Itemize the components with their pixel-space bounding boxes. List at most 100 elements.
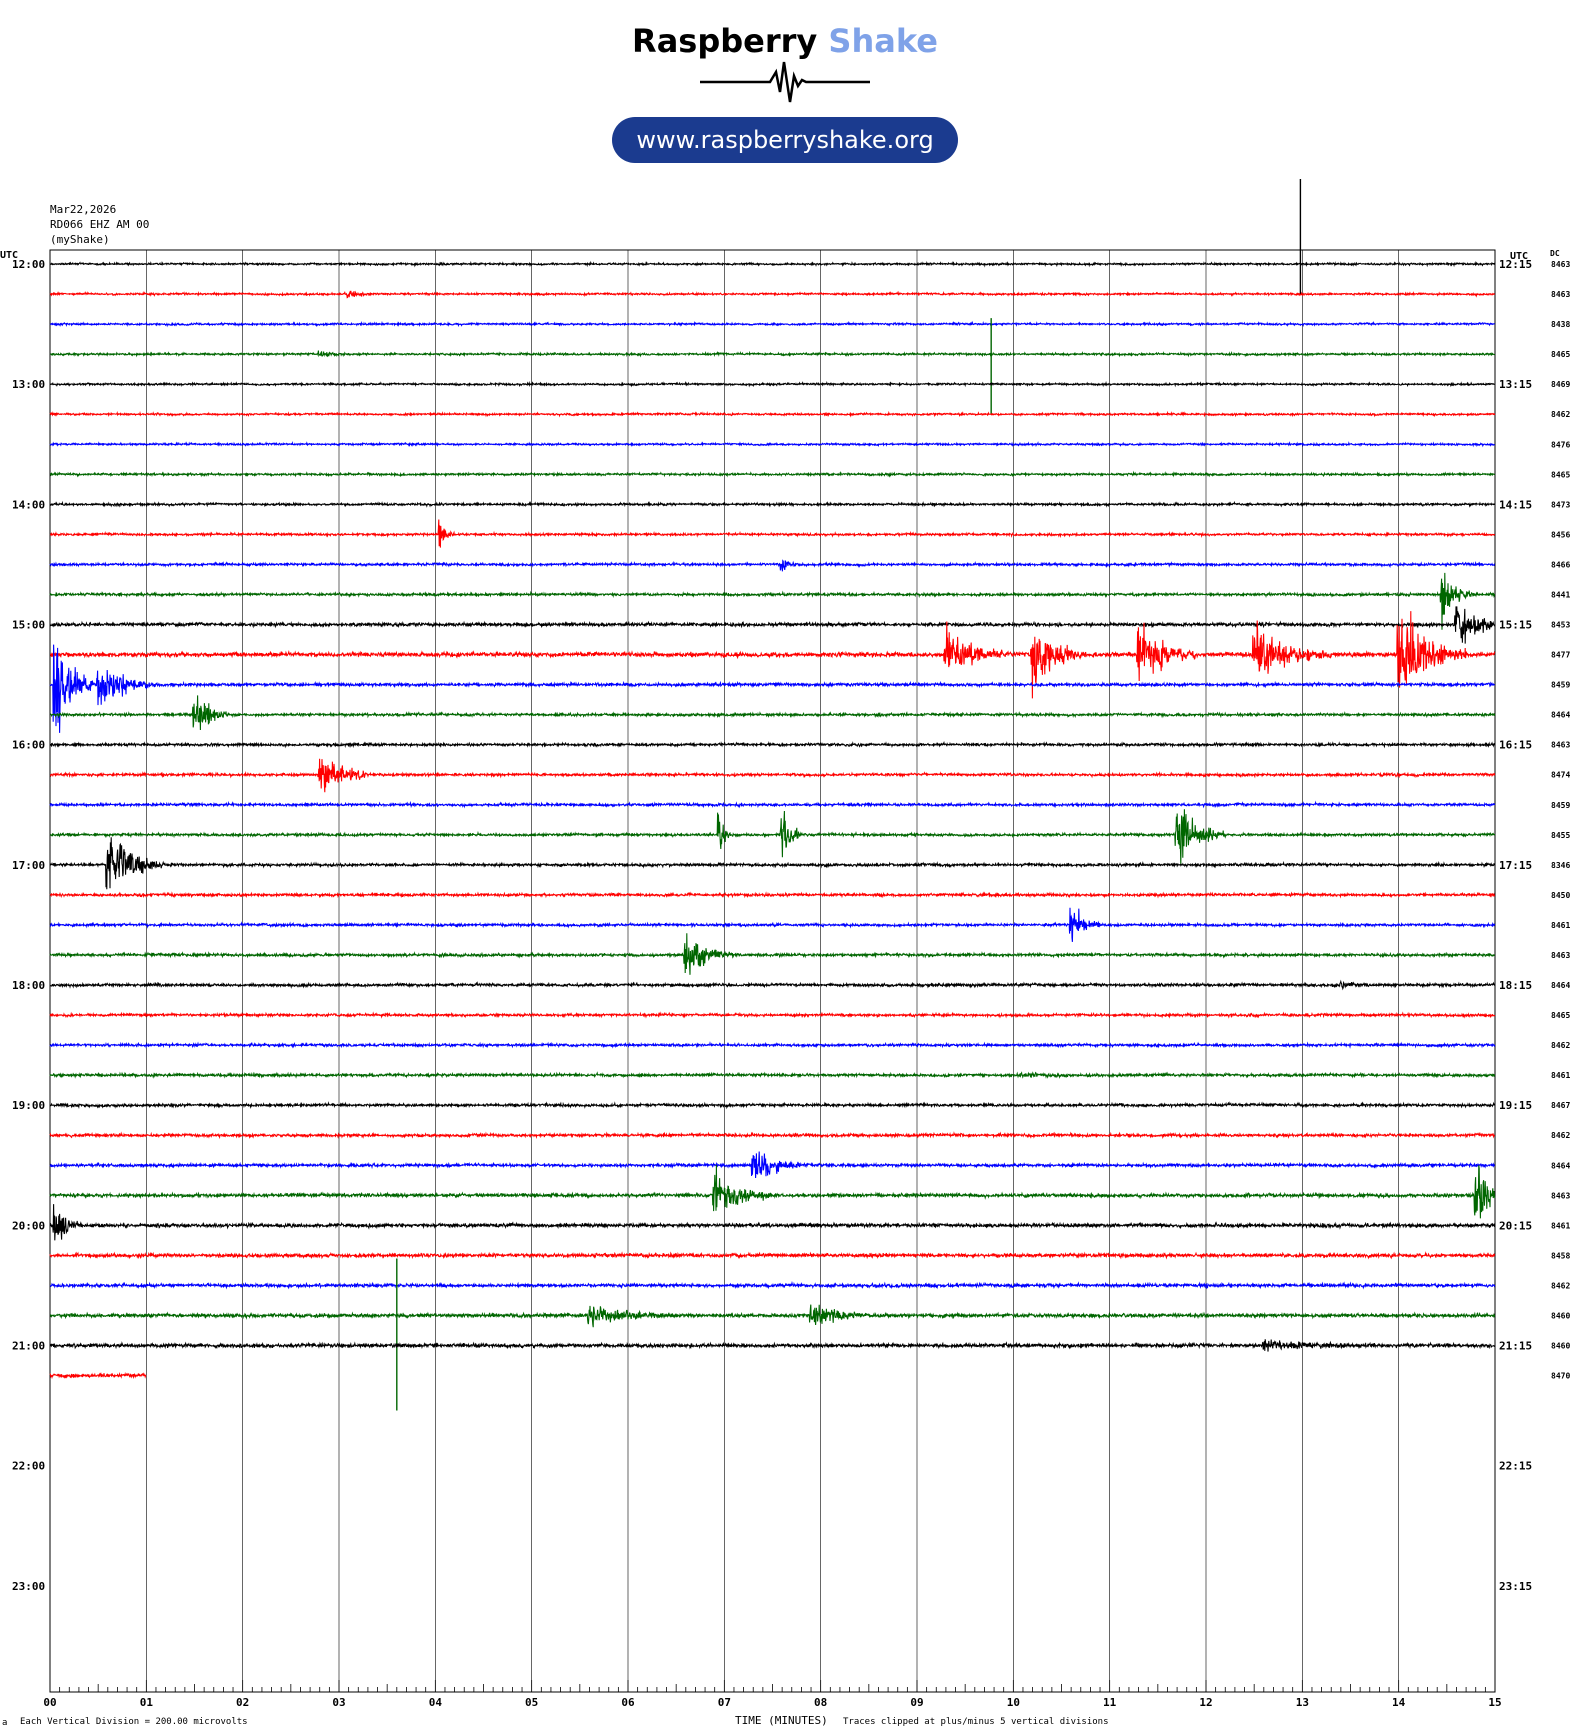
station-label: RD066 EHZ AM 00: [50, 218, 150, 231]
seismic-trace-15: [49, 695, 1496, 731]
x-tick-label: 15: [1488, 1696, 1501, 1709]
dc-value-label: 8474: [1551, 771, 1570, 780]
dc-value-label: 8450: [1551, 891, 1570, 900]
hour-label-right: 13:15: [1499, 378, 1532, 391]
dc-value-label: 8438: [1551, 320, 1570, 329]
dc-value-label: 8463: [1551, 1191, 1570, 1200]
seismic-trace-37: [49, 1371, 147, 1380]
x-tick-label: 12: [1199, 1696, 1212, 1709]
hour-label-left: 20:00: [12, 1219, 45, 1232]
dc-value-label: 8453: [1551, 621, 1570, 630]
seismic-trace-33: [49, 1251, 1496, 1260]
seismic-trace-34: [49, 1280, 1496, 1290]
x-tick-label: 02: [236, 1696, 249, 1709]
dc-value-label: 8461: [1551, 921, 1570, 930]
seismic-trace-16: [49, 740, 1496, 749]
seismic-trace-26: [49, 1041, 1496, 1049]
hour-label-left: 23:00: [12, 1580, 45, 1593]
clip-note: Traces clipped at plus/minus 5 vertical …: [843, 1717, 1109, 1727]
seismic-trace-36: [49, 1339, 1496, 1352]
seismic-trace-0: [49, 260, 1495, 268]
x-tick-label: 13: [1296, 1696, 1309, 1709]
website-link[interactable]: www.raspberryshake.org: [612, 117, 958, 163]
hour-label-left: 12:00: [12, 258, 45, 271]
seismic-trace-25: [49, 1011, 1496, 1019]
left-utc-label: UTC: [0, 250, 18, 261]
hour-label-left: 14:00: [12, 498, 45, 511]
dc-value-label: 8462: [1551, 410, 1570, 419]
x-tick-label: 11: [1103, 1696, 1117, 1709]
seismic-trace-2: [49, 320, 1495, 328]
seismic-trace-18: [49, 800, 1496, 809]
dc-value-label: 8465: [1551, 1011, 1570, 1020]
x-tick-label: 08: [814, 1696, 827, 1709]
seismic-trace-5: [49, 410, 1496, 418]
hour-label-right: 17:15: [1499, 859, 1532, 872]
x-tick-label: 14: [1392, 1696, 1406, 1709]
hour-label-right: 15:15: [1499, 619, 1532, 632]
seismic-trace-28: [49, 1101, 1496, 1110]
dc-value-label: 8477: [1551, 651, 1570, 660]
date-label: Mar22,2026: [50, 203, 117, 216]
x-tick-label: 07: [718, 1696, 731, 1709]
dc-value-label: 8469: [1551, 380, 1570, 389]
dc-value-label: 8460: [1551, 1311, 1570, 1320]
seismic-trace-11: [49, 572, 1496, 630]
seismic-trace-1: [49, 290, 1496, 299]
hour-label-right: 20:15: [1499, 1219, 1532, 1232]
right-utc-label: UTC: [1510, 251, 1528, 262]
seismic-trace-19: [49, 809, 1496, 865]
hour-label-right: 19:15: [1499, 1099, 1532, 1112]
hour-label-right: 12:15: [1499, 258, 1532, 271]
dc-value-label: 8459: [1551, 801, 1570, 810]
seismic-trace-29: [49, 1131, 1496, 1140]
seismic-trace-20: [49, 837, 1496, 890]
seismic-trace-22: [49, 907, 1496, 942]
logo-word-shake: Shake: [828, 22, 938, 60]
seismic-trace-7: [49, 470, 1496, 478]
seismic-trace-24: [49, 979, 1496, 991]
seismic-trace-12: [49, 606, 1496, 644]
dc-value-label: 8470: [1551, 1372, 1570, 1381]
dc-value-label: 8460: [1551, 1342, 1570, 1351]
hour-label-left: 21:00: [12, 1340, 45, 1353]
dc-value-label: 8464: [1551, 1161, 1570, 1170]
dc-value-label: 8459: [1551, 681, 1570, 690]
hour-label-left: 17:00: [12, 859, 45, 872]
hour-label-right: 18:15: [1499, 979, 1532, 992]
seismic-trace-30: [49, 1151, 1496, 1179]
dc-value-label: 8462: [1551, 1131, 1570, 1140]
dc-value-label: 8463: [1551, 260, 1570, 269]
seismic-trace-35: [49, 1304, 1496, 1328]
logo-title: Raspberry Shake: [0, 22, 1570, 60]
seismic-trace-4: [49, 380, 1496, 388]
scale-note: Each Vertical Division = 200.00 microvol…: [20, 1717, 248, 1727]
x-tick-label: 03: [332, 1696, 345, 1709]
dc-value-label: 8466: [1551, 560, 1570, 569]
seismic-trace-27: [49, 1071, 1496, 1079]
x-tick-label: 00: [43, 1696, 56, 1709]
hour-label-left: 16:00: [12, 739, 45, 752]
seismic-trace-10: [49, 559, 1495, 572]
hour-label-right: 14:15: [1499, 498, 1532, 511]
dc-value-label: 8465: [1551, 350, 1570, 359]
hour-label-left: 22:00: [12, 1460, 45, 1473]
seismic-trace-8: [49, 500, 1495, 508]
dc-value-label: 8467: [1551, 1101, 1570, 1110]
dc-value-label: 8476: [1551, 440, 1570, 449]
hour-label-right: 16:15: [1499, 739, 1532, 752]
dc-value-label: 8456: [1551, 530, 1570, 539]
hour-label-right: 21:15: [1499, 1340, 1532, 1353]
seismic-trace-6: [49, 441, 1495, 448]
dc-value-label: 8464: [1551, 711, 1570, 720]
hour-label-left: 13:00: [12, 378, 45, 391]
seismic-trace-3: [49, 350, 1496, 358]
dc-value-label: 8346: [1551, 861, 1570, 870]
dc-value-label: 8458: [1551, 1251, 1570, 1260]
seismic-trace-17: [49, 758, 1496, 793]
source-label: (myShake): [50, 233, 110, 246]
seismic-trace-31: [49, 1164, 1496, 1219]
dc-value-label: 8462: [1551, 1041, 1570, 1050]
seismic-trace-9: [49, 519, 1496, 548]
